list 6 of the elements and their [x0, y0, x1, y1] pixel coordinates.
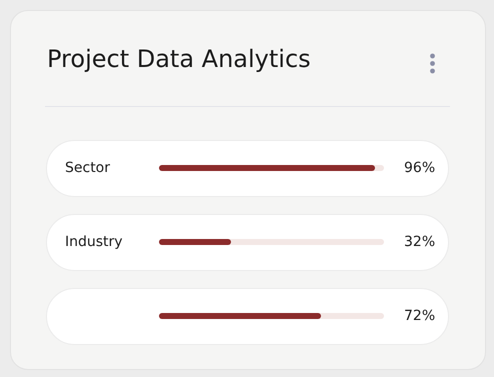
data-label: 96% [404, 160, 436, 176]
y-tick-label: Industry [65, 234, 123, 250]
y-tick-label: Sector [65, 160, 110, 176]
data-label: 72% [404, 308, 436, 324]
chart-title: Project Data Analytics [47, 45, 311, 73]
data-label: 32% [404, 234, 436, 250]
